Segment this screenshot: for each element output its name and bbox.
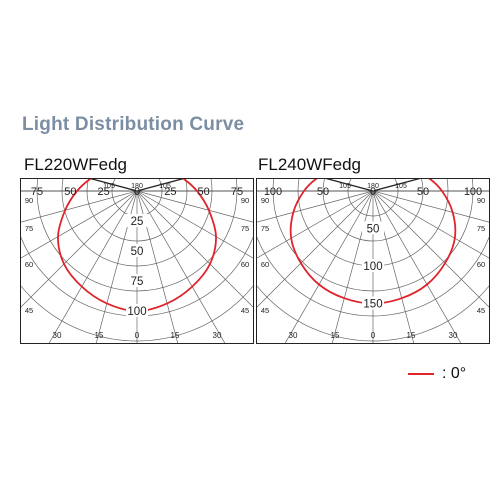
grid-spoke-upper xyxy=(372,179,421,192)
grid-spoke xyxy=(284,190,374,343)
grid-spoke xyxy=(372,190,489,308)
grid-spoke xyxy=(372,190,462,343)
radial-label-bg xyxy=(126,214,148,227)
chart-2-box: 50 100 150 100 50 0 50 100 105 180 105 90 90 75 75 60 60… xyxy=(256,178,490,344)
angle-side-label-right: 45 xyxy=(477,306,485,315)
angle-top-label: 0 xyxy=(134,186,140,198)
grid-spoke xyxy=(257,190,374,259)
radial-tick-label: 50 xyxy=(367,224,380,236)
radial-tick-label: 50 xyxy=(131,246,144,258)
grid-spoke xyxy=(136,190,226,343)
radial-tick-label: 150 xyxy=(363,299,382,311)
grid-spoke xyxy=(48,190,138,343)
angle-top-label: 50 xyxy=(417,186,429,198)
angle-top-label: 25 xyxy=(164,186,176,198)
grid-spoke xyxy=(136,190,253,259)
angle-small-label: 180 xyxy=(367,183,379,190)
angle-top-label: 0 xyxy=(370,186,376,198)
angle-side-label-left: 75 xyxy=(25,224,33,233)
angle-small-label: 105 xyxy=(159,183,171,190)
angle-top-label: 50 xyxy=(64,186,76,198)
angle-top-label: 75 xyxy=(31,186,43,198)
angle-bottom-label: 0 xyxy=(135,331,140,340)
angle-small-label: 105 xyxy=(339,183,351,190)
angle-side-label-left: 45 xyxy=(25,306,33,315)
radial-tick-label: 75 xyxy=(131,276,144,288)
angle-top-label: 100 xyxy=(464,186,482,198)
radial-tick-label: 100 xyxy=(127,306,146,318)
angle-top-label: 100 xyxy=(264,186,282,198)
angle-bottom-label: 30 xyxy=(449,331,458,340)
angle-side-label-left: 60 xyxy=(261,260,269,269)
angle-bottom-label: 15 xyxy=(407,331,416,340)
legend: : 0° xyxy=(408,364,466,384)
angle-bottom-label: 30 xyxy=(53,331,62,340)
angle-side-label-right: 75 xyxy=(477,224,485,233)
legend-label: : 0° xyxy=(442,365,467,382)
chart-1-model-label: FL220WFedg xyxy=(24,155,127,174)
angle-small-label: 105 xyxy=(395,183,407,190)
angle-side-label-left: 60 xyxy=(25,260,33,269)
angle-top-label: 50 xyxy=(198,186,210,198)
angle-side-label-left: 90 xyxy=(25,196,33,205)
grid-spoke-upper xyxy=(136,179,185,192)
grid-spoke xyxy=(257,190,374,308)
grid-spoke xyxy=(21,190,138,223)
angle-side-label-right: 90 xyxy=(477,196,485,205)
chart-1-box: 25 50 75 100 75 50 25 0 25 50 75 105 180 105 90 90 75 75 6… xyxy=(20,178,254,344)
radial-tick-label: 100 xyxy=(363,261,382,273)
angle-bottom-label: 30 xyxy=(213,331,222,340)
grid-spoke xyxy=(136,190,253,308)
angle-bottom-label: 15 xyxy=(331,331,340,340)
angle-side-label-left: 45 xyxy=(261,306,269,315)
legend-line-swatch xyxy=(408,373,434,375)
angle-bottom-label: 15 xyxy=(171,331,180,340)
angle-bottom-label: 30 xyxy=(289,331,298,340)
angle-side-label-right: 90 xyxy=(241,196,249,205)
angle-top-label: 75 xyxy=(231,186,243,198)
angle-side-label-right: 60 xyxy=(477,260,485,269)
angle-side-label-right: 60 xyxy=(241,260,249,269)
angle-bottom-label: 15 xyxy=(95,331,104,340)
angle-side-label-left: 75 xyxy=(261,224,269,233)
radial-label-bg xyxy=(126,304,148,317)
chart-2-model-label: FL240WFedg xyxy=(258,155,361,174)
angle-bottom-label: 0 xyxy=(371,331,376,340)
angle-small-label: 105 xyxy=(103,183,115,190)
radial-label-bg xyxy=(362,296,384,310)
grid-spoke xyxy=(372,190,489,259)
grid-spoke-upper xyxy=(89,179,138,192)
angle-side-label-right: 75 xyxy=(241,224,249,233)
grid-spoke xyxy=(372,190,489,223)
radial-label-bg xyxy=(126,274,148,287)
radial-tick-label: 25 xyxy=(131,216,144,228)
angle-side-label-left: 90 xyxy=(261,196,269,205)
radial-label-bg xyxy=(362,221,384,235)
angle-small-label: 180 xyxy=(131,183,143,190)
grid-spoke xyxy=(21,190,138,308)
angle-top-label: 50 xyxy=(317,186,329,198)
grid-spoke xyxy=(136,190,253,223)
grid-spoke xyxy=(257,190,374,223)
grid-spoke xyxy=(21,190,138,259)
radial-label-bg xyxy=(362,259,384,272)
grid-spoke-upper xyxy=(325,179,374,192)
angle-side-label-right: 45 xyxy=(241,306,249,315)
radial-label-bg xyxy=(126,244,148,257)
page-title: Light Distribution Curve xyxy=(22,114,245,135)
angle-top-label: 25 xyxy=(98,186,110,198)
